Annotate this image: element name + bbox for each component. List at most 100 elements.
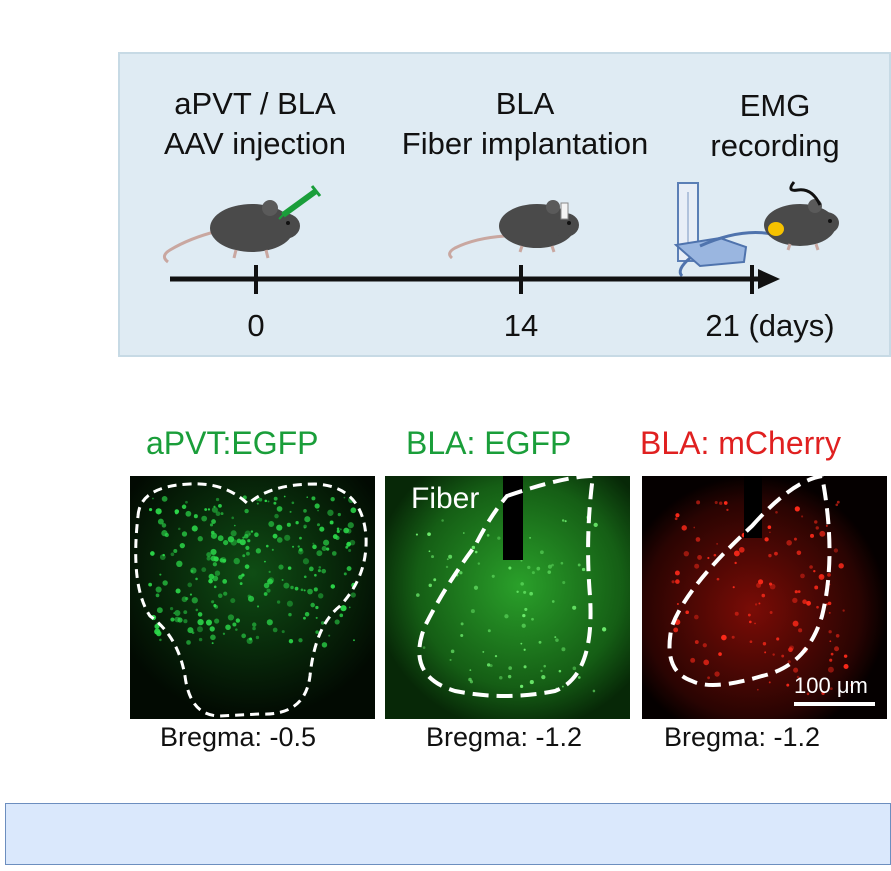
cell-dot: [702, 643, 707, 648]
cell-dot: [523, 648, 526, 651]
cell-dot: [205, 619, 213, 626]
cell-dot: [255, 548, 262, 554]
bregma-label-1: Bregma: -0.5: [160, 722, 317, 752]
cell-dot: [197, 612, 203, 617]
cell-dot: [321, 545, 327, 552]
cell-dot: [181, 504, 187, 510]
cell-dot: [336, 527, 340, 531]
cell-dot: [828, 611, 831, 614]
cell-dot: [213, 505, 216, 508]
cell-dot: [469, 669, 472, 672]
cell-dot: [814, 585, 819, 590]
cell-dot: [215, 497, 220, 502]
cell-dot: [348, 548, 352, 552]
panel-title-apvt-egfp: aPVT:EGFP: [146, 425, 319, 461]
cell-dot: [761, 593, 766, 598]
cell-dot: [551, 563, 554, 567]
cell-dot: [239, 539, 246, 546]
cell-dot: [592, 689, 596, 693]
cell-dot: [238, 574, 243, 580]
tick-label-21: 21 (days): [705, 308, 835, 343]
cell-dot: [193, 514, 198, 519]
syringe-icon: [278, 185, 322, 220]
cell-dot: [524, 607, 528, 611]
cell-dot: [201, 567, 207, 573]
cell-dot: [314, 573, 317, 577]
aPVT-outline: [134, 482, 368, 718]
cell-dot: [792, 620, 799, 627]
cell-dot: [593, 522, 598, 528]
cell-dot: [427, 532, 431, 537]
cell-dot: [340, 605, 347, 612]
cell-dot: [157, 518, 164, 525]
cell-dot: [294, 586, 299, 591]
cell-dot: [815, 526, 819, 530]
cell-dot: [268, 570, 271, 574]
cell-dot: [174, 509, 180, 514]
cell-dot: [838, 563, 844, 569]
cell-dot: [491, 574, 495, 578]
cell-dot: [486, 534, 490, 537]
cell-dot: [169, 607, 174, 611]
cell-dot: [540, 550, 544, 555]
cell-dot: [714, 500, 718, 505]
cell-dot: [231, 516, 235, 520]
cell-dot: [796, 675, 800, 679]
cell-dot: [776, 637, 780, 641]
cell-dot: [758, 602, 761, 605]
cell-dot: [806, 600, 811, 606]
cell-dot: [276, 537, 283, 543]
panel-title-bla-mcherry: BLA: mCherry: [640, 425, 841, 461]
cell-dot: [786, 683, 790, 687]
cell-dot: [235, 618, 241, 623]
cell-dot: [175, 588, 181, 594]
cell-dot: [601, 627, 607, 632]
image-apvt-egfp: [130, 476, 375, 719]
bla-outline: [667, 476, 832, 687]
cell-dot: [211, 519, 216, 524]
cell-dot: [749, 640, 753, 644]
cell-dot: [265, 544, 269, 548]
cell-dot: [208, 578, 213, 584]
bregma-label-3: Bregma: -1.2: [664, 722, 821, 752]
cell-dot: [185, 596, 189, 601]
cell-dot: [306, 496, 309, 499]
cell-dot: [264, 499, 268, 503]
cell-dot: [794, 537, 797, 541]
caption-box: [5, 803, 891, 865]
step-injection-line2: AAV injection: [163, 126, 347, 161]
cell-dot: [809, 565, 813, 569]
step-injection-label: aPVT / BLA AAV injection: [140, 84, 370, 164]
cell-dot: [497, 536, 501, 540]
cell-dot: [747, 613, 751, 617]
cell-dot: [348, 606, 351, 609]
cell-dot: [297, 545, 300, 548]
cell-dot: [798, 628, 803, 633]
cell-dot: [255, 635, 260, 640]
cell-dot: [217, 535, 224, 542]
cell-dot: [252, 626, 256, 631]
cell-dot: [774, 551, 778, 556]
cell-dot: [185, 510, 192, 517]
cell-dot: [291, 501, 295, 505]
cell-dot: [793, 667, 799, 673]
cell-dot: [674, 517, 678, 521]
cell-dot: [850, 684, 853, 687]
cell-dot: [212, 562, 218, 567]
cell-dot: [507, 674, 512, 679]
cell-dot: [516, 590, 519, 594]
cell-dot: [460, 622, 464, 626]
step-emg-line2: recording: [710, 128, 840, 163]
cell-dot: [283, 582, 290, 589]
cell-dot: [286, 600, 293, 607]
cell-dot: [336, 529, 340, 533]
fiber-label: Fiber: [411, 482, 480, 515]
cell-dot: [445, 565, 449, 569]
cell-dot: [252, 622, 257, 627]
cell-dot: [564, 520, 567, 523]
cell-dot: [317, 593, 324, 599]
cell-dot: [768, 681, 771, 684]
cell-dot: [327, 509, 334, 516]
cell-dot: [213, 585, 217, 589]
cell-dot: [462, 532, 465, 534]
